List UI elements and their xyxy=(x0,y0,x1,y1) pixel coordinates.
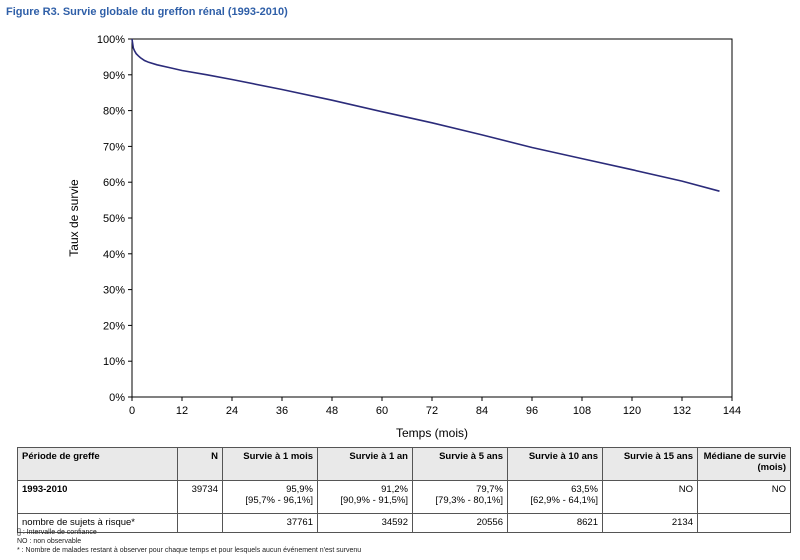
cell-1-mois: 95,9% [95,7% - 96,1%] xyxy=(222,480,318,514)
x-tick-label: 60 xyxy=(376,405,388,417)
cell-10-ans: 63,5% [62,9% - 64,1%] xyxy=(507,480,603,514)
header-survie-1-mois: Survie à 1 mois xyxy=(222,447,318,481)
survival-curve xyxy=(131,38,720,192)
risk-1-an: 34592 xyxy=(317,513,413,533)
table-header-row: Période de greffe N Survie à 1 mois Surv… xyxy=(17,447,791,481)
x-tick-label: 72 xyxy=(426,405,438,417)
risk-10-ans: 8621 xyxy=(507,513,603,533)
y-tick-label: 0% xyxy=(109,392,125,404)
value: 79,7% xyxy=(476,484,503,495)
footnotes: [] : Intervalle de confiance NO : non ob… xyxy=(17,528,361,555)
x-tick-label: 12 xyxy=(176,405,188,417)
x-tick-label: 108 xyxy=(573,405,591,417)
x-tick-label: 132 xyxy=(673,405,691,417)
confidence-interval: [90,9% - 91,5%] xyxy=(340,495,408,506)
confidence-interval: [79,3% - 80,1%] xyxy=(435,495,503,506)
table-row: 1993-2010 39734 95,9% [95,7% - 96,1%] 91,… xyxy=(17,480,791,514)
x-tick-label: 96 xyxy=(526,405,538,417)
y-axis-label: Taux de survie xyxy=(67,179,81,257)
y-tick-label: 30% xyxy=(103,285,125,297)
row-n: 39734 xyxy=(177,480,223,514)
x-tick-label: 48 xyxy=(326,405,338,417)
survival-table: Période de greffe N Survie à 1 mois Surv… xyxy=(17,447,791,533)
y-tick-label: 100% xyxy=(97,34,125,46)
y-tick-label: 70% xyxy=(103,141,125,153)
x-tick-label: 24 xyxy=(226,405,238,417)
header-survie-5-ans: Survie à 5 ans xyxy=(412,447,508,481)
x-tick-label: 0 xyxy=(129,405,135,417)
cell-mediane: NO xyxy=(697,480,791,514)
header-periode: Période de greffe xyxy=(17,447,178,481)
y-tick-label: 20% xyxy=(103,320,125,332)
x-axis-label: Temps (mois) xyxy=(396,426,468,440)
x-tick-label: 144 xyxy=(723,405,741,417)
y-tick-label: 80% xyxy=(103,106,125,118)
figure-title: Figure R3. Survie globale du greffon rén… xyxy=(6,6,288,18)
footnote: [] : Intervalle de confiance xyxy=(17,529,97,536)
value: 91,2% xyxy=(381,484,408,495)
plot-frame xyxy=(131,38,733,398)
confidence-interval: [62,9% - 64,1%] xyxy=(530,495,598,506)
header-mediane: Médiane de survie (mois) xyxy=(697,447,791,481)
y-tick-label: 90% xyxy=(103,70,125,82)
y-tick-label: 60% xyxy=(103,177,125,189)
x-tick-label: 36 xyxy=(276,405,288,417)
risk-5-ans: 20556 xyxy=(412,513,508,533)
x-tick-label: 84 xyxy=(476,405,488,417)
confidence-interval: [95,7% - 96,1%] xyxy=(245,495,313,506)
cell-1-an: 91,2% [90,9% - 91,5%] xyxy=(317,480,413,514)
y-tick-label: 50% xyxy=(103,213,125,225)
cell-15-ans: NO xyxy=(602,480,698,514)
header-survie-10-ans: Survie à 10 ans xyxy=(507,447,603,481)
header-survie-15-ans: Survie à 15 ans xyxy=(602,447,698,481)
footnote: NO : non observable xyxy=(17,538,82,545)
risk-15-ans: 2134 xyxy=(602,513,698,533)
row-periode: 1993-2010 xyxy=(17,480,178,514)
header-n: N xyxy=(177,447,223,481)
footnote: * : Nombre de malades restant à observer… xyxy=(17,547,362,554)
value: 63,5% xyxy=(571,484,598,495)
risk-mediane xyxy=(697,513,791,533)
table-row: nombre de sujets à risque* 37761 34592 2… xyxy=(17,513,791,533)
cell-5-ans: 79,7% [79,3% - 80,1%] xyxy=(412,480,508,514)
x-tick-label: 120 xyxy=(623,405,641,417)
header-survie-1-an: Survie à 1 an xyxy=(317,447,413,481)
y-tick-label: 40% xyxy=(103,249,125,261)
survival-chart: 0% 10% 20% 30% 40% 50% 60% 70% 80% 90% 100% 0 12 24 36… xyxy=(67,34,741,440)
y-tick-label: 10% xyxy=(103,356,125,368)
value: 95,9% xyxy=(286,484,313,495)
